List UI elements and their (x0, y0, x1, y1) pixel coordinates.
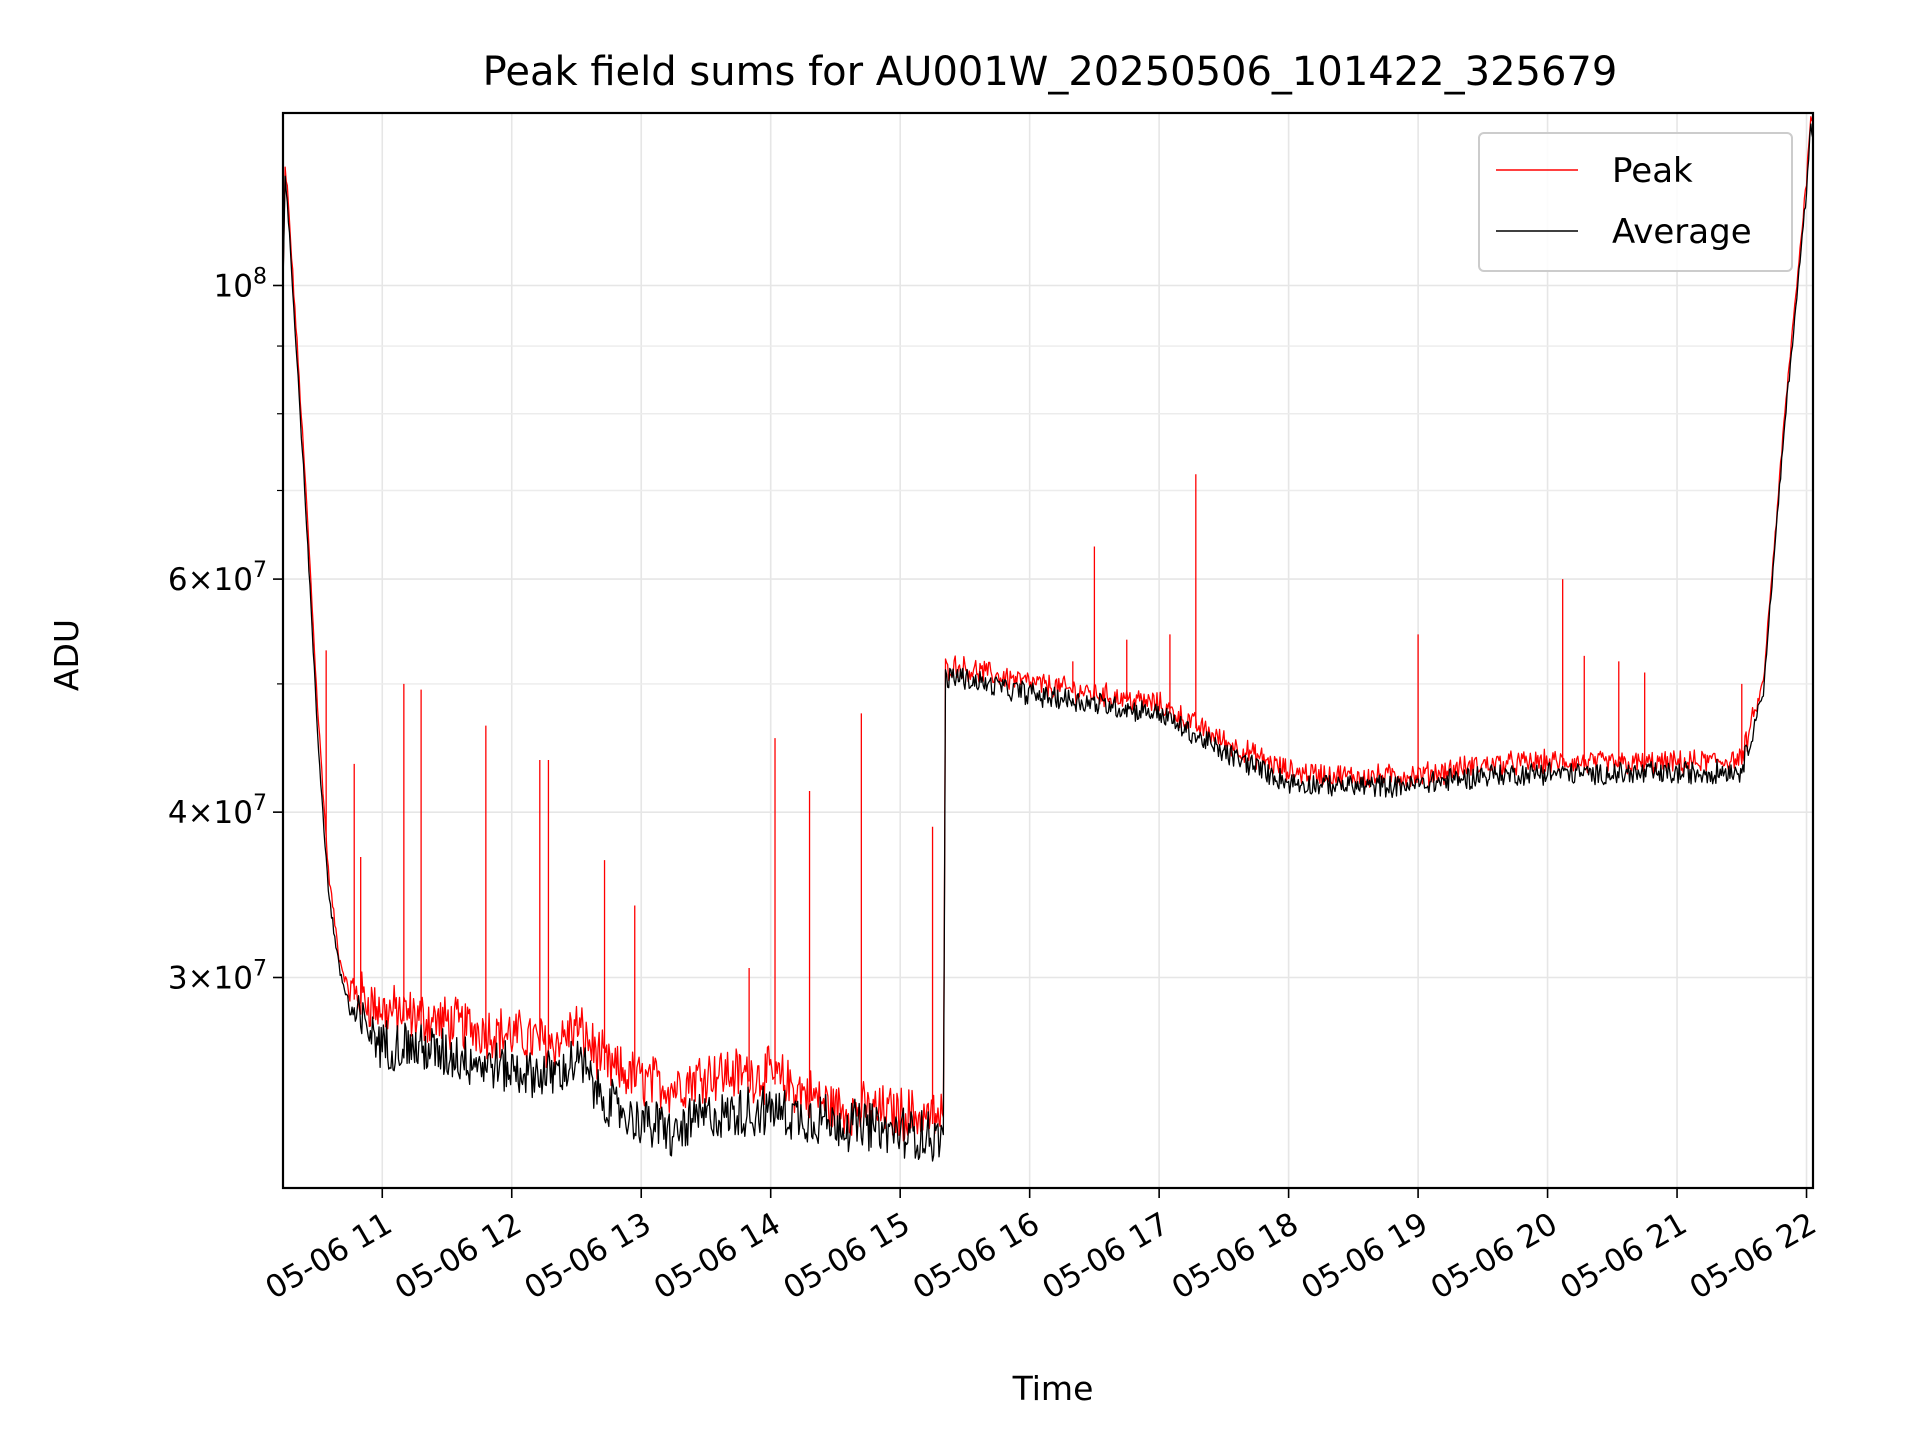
chart-title: Peak field sums for AU001W_20250506_1014… (483, 49, 1618, 95)
y-axis-title: ADU (47, 619, 86, 691)
grid-layer (283, 113, 1813, 1188)
y-tick-label: 3×107 (168, 956, 267, 996)
plot-frame (281, 111, 1815, 1190)
legend-box (1478, 132, 1793, 272)
x-axis-title: Time (1012, 1369, 1094, 1408)
series-layer (283, 116, 1813, 1162)
y-tick-label: 6×107 (168, 558, 267, 598)
y-tick-label: 108 (214, 264, 267, 304)
legend: Peak Average (1478, 132, 1793, 272)
legend-label-average: Average (1612, 212, 1752, 252)
y-tick-label: 4×107 (168, 791, 267, 831)
series-line-average (283, 123, 1813, 1162)
legend-label-peak: Peak (1612, 151, 1693, 191)
